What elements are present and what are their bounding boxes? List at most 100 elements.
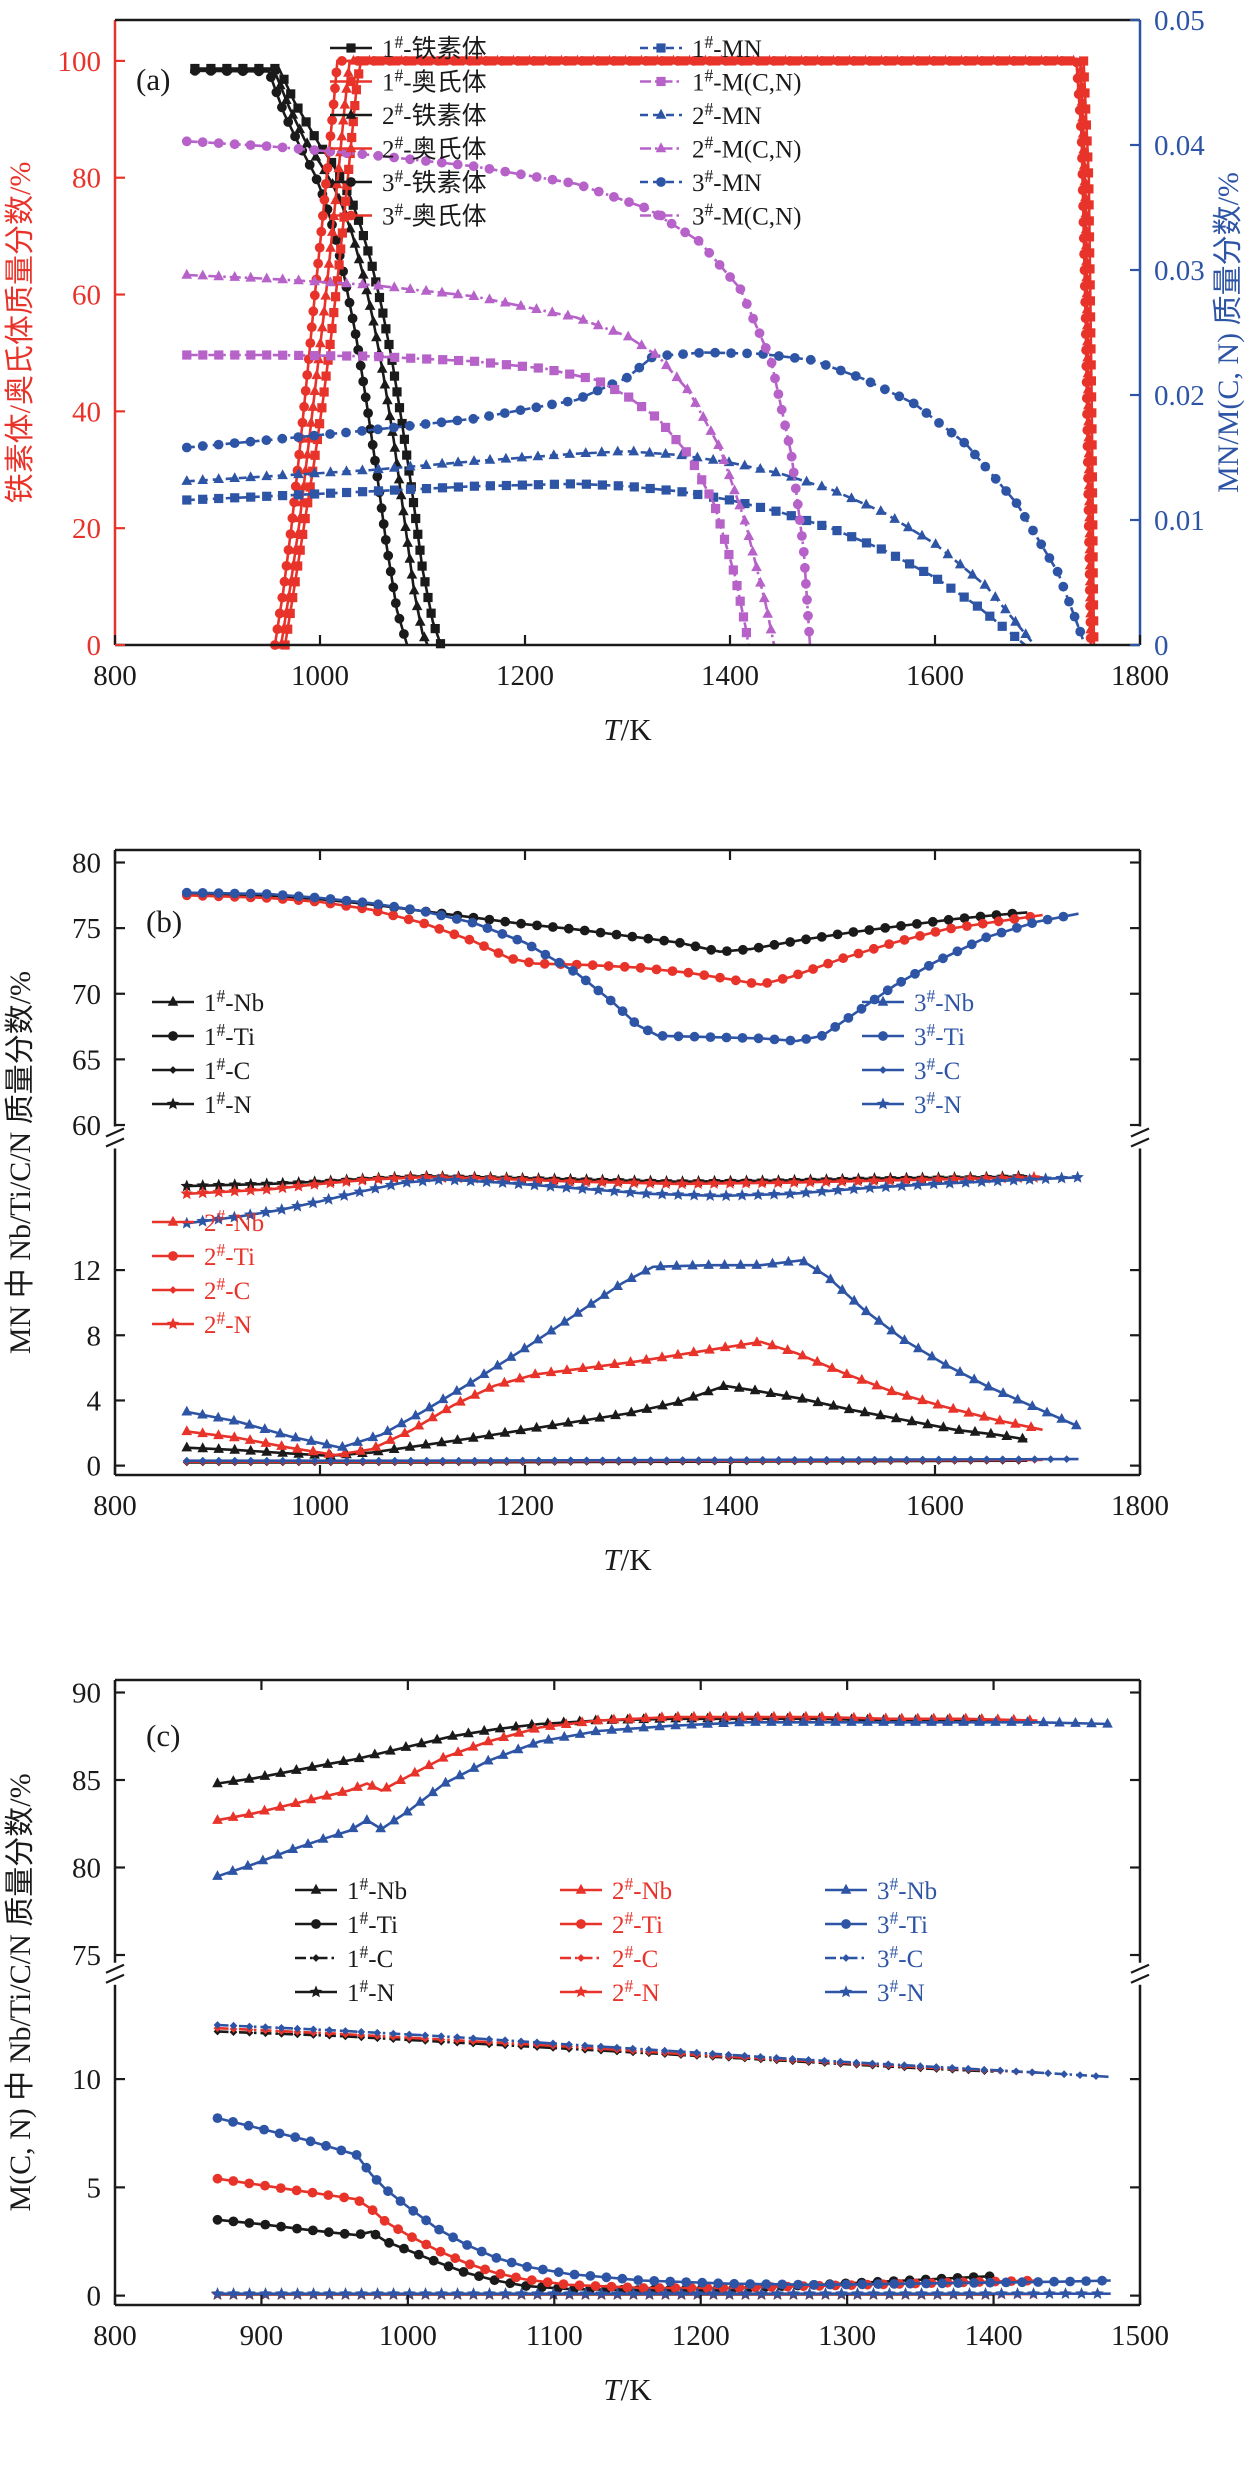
legend-marker — [345, 142, 357, 153]
legend-marker — [309, 1985, 323, 1998]
series-markers — [180, 1170, 1084, 1229]
series-markers — [181, 136, 814, 637]
y-axis-title-right: MN/M(C, N) 质量分数/% — [1212, 172, 1245, 493]
legend-marker — [842, 1954, 850, 1962]
legend-label: 3#-MN — [692, 166, 762, 197]
svg-text:1100: 1100 — [526, 2320, 583, 2352]
svg-text:1800: 1800 — [1111, 660, 1169, 692]
legend-label: 2#-C — [204, 1274, 250, 1305]
svg-text:1200: 1200 — [496, 1490, 554, 1522]
svg-text:800: 800 — [93, 1490, 137, 1522]
svg-text:0: 0 — [87, 2281, 102, 2313]
svg-text:75: 75 — [72, 1940, 101, 1972]
svg-text:12: 12 — [72, 1255, 101, 1287]
svg-text:1300: 1300 — [818, 2320, 876, 2352]
svg-text:85: 85 — [72, 1765, 101, 1797]
svg-text:4: 4 — [87, 1385, 102, 1417]
legend-label: 1#-Nb — [347, 1874, 407, 1905]
series-markers — [270, 56, 1096, 650]
legend-label: 1#-MN — [692, 32, 762, 63]
series-line — [186, 1258, 1080, 1450]
svg-text:1600: 1600 — [906, 1490, 964, 1522]
svg-text:0: 0 — [1154, 630, 1169, 662]
legend-marker — [877, 995, 889, 1006]
legend-marker — [168, 1031, 178, 1041]
svg-text:1600: 1600 — [906, 660, 964, 692]
legend-marker — [346, 43, 356, 53]
svg-text:0.04: 0.04 — [1154, 130, 1205, 162]
svg-text:90: 90 — [72, 1678, 101, 1710]
svg-text:80: 80 — [72, 163, 101, 195]
legend-label: 1#-C — [204, 1054, 250, 1085]
series-line — [217, 2026, 1038, 2074]
x-axis-title: T/K — [603, 1542, 652, 1577]
series-line — [217, 1721, 1111, 1878]
legend-label: 3#-奥氏体 — [382, 200, 487, 231]
series-markers — [190, 65, 409, 639]
svg-text:1000: 1000 — [291, 660, 349, 692]
series-line — [186, 1384, 1028, 1458]
y-axis-title-left: MN 中 Nb/Ti/C/N 质量分数/% — [4, 971, 37, 1354]
series-markers — [212, 1710, 1036, 1824]
series-markers — [181, 1255, 1082, 1451]
series-markers — [182, 479, 1020, 641]
x-axis-title: T/K — [603, 712, 652, 747]
svg-text:80: 80 — [72, 1853, 101, 1885]
series-line — [186, 482, 1027, 647]
legend-label: 3#-C — [877, 1942, 923, 1973]
legend-marker — [878, 1031, 888, 1041]
panel-c: 800 900 1000 1100 1200 1300 1400 1500 90 85 80 75 10… — [0, 1660, 1260, 2491]
legend-marker — [345, 108, 357, 119]
legend-marker — [656, 76, 666, 87]
series-markers — [181, 890, 1036, 988]
legend-label: 3#-铁素体 — [382, 166, 487, 197]
legend-marker — [168, 1251, 178, 1261]
svg-text:0.01: 0.01 — [1154, 505, 1205, 537]
svg-text:1400: 1400 — [701, 660, 759, 692]
legend-marker — [346, 76, 356, 87]
legend-label: 2#-MN — [692, 99, 762, 130]
svg-text:65: 65 — [72, 1044, 101, 1076]
legend-marker — [346, 210, 356, 221]
svg-text:800: 800 — [93, 660, 137, 692]
svg-text:80: 80 — [72, 848, 101, 880]
svg-text:10: 10 — [72, 2064, 101, 2096]
svg-text:60: 60 — [72, 280, 101, 312]
legend-label: 1#-N — [204, 1088, 252, 1119]
legend-label: 2#-M(C,N) — [692, 133, 801, 164]
x-axis-title: T/K — [603, 2372, 652, 2407]
svg-text:1400: 1400 — [965, 2320, 1023, 2352]
legend-marker — [879, 1066, 887, 1074]
legend-label: 1#-Nb — [204, 986, 264, 1017]
svg-text:40: 40 — [72, 396, 101, 428]
legend-label: 3#-Nb — [914, 986, 974, 1017]
svg-text:20: 20 — [72, 513, 101, 545]
svg-text:900: 900 — [240, 2320, 284, 2352]
legend-marker — [310, 1883, 322, 1894]
svg-text:8: 8 — [87, 1320, 102, 1352]
series-markers — [212, 1716, 1113, 1880]
series-line — [217, 2116, 1111, 2287]
legend-label: 2#-奥氏体 — [382, 133, 487, 164]
legend-label: 1#-Ti — [204, 1020, 255, 1051]
legend-marker — [346, 177, 356, 187]
svg-text:1200: 1200 — [672, 2320, 730, 2352]
series-markers — [181, 268, 777, 634]
series-markers — [181, 1336, 1037, 1458]
svg-text:0.05: 0.05 — [1154, 5, 1205, 37]
svg-text:0.03: 0.03 — [1154, 255, 1205, 287]
legend-marker — [576, 1919, 586, 1929]
legend-marker — [656, 177, 666, 187]
legend-label: 3#-Nb — [877, 1874, 937, 1905]
legend-marker — [577, 1954, 585, 1962]
svg-text:0.02: 0.02 — [1154, 380, 1205, 412]
legend-label: 3#-Ti — [914, 1020, 965, 1051]
legend-marker — [839, 1985, 853, 1998]
legend-label: 3#-C — [914, 1054, 960, 1085]
series-line — [186, 273, 776, 646]
series-line — [217, 1715, 1038, 1822]
legend-label: 1#-奥氏体 — [382, 66, 487, 97]
svg-text:1000: 1000 — [291, 1490, 349, 1522]
legend-marker — [166, 1317, 180, 1330]
